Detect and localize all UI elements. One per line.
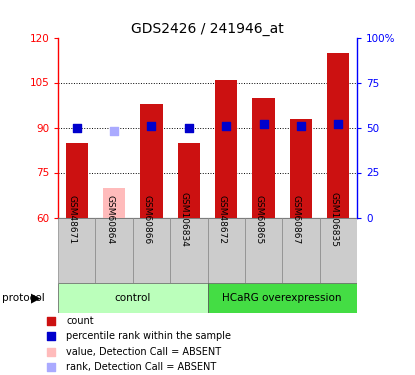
Bar: [290, 118, 312, 218]
Bar: [95, 217, 133, 283]
Point: [48, 333, 54, 339]
Title: GDS2426 / 241946_at: GDS2426 / 241946_at: [131, 22, 284, 36]
Bar: [208, 217, 245, 283]
Bar: [282, 217, 320, 283]
Text: HCaRG overexpression: HCaRG overexpression: [222, 293, 342, 303]
Text: GSM60865: GSM60865: [254, 195, 264, 244]
Text: GSM60864: GSM60864: [105, 195, 114, 244]
Text: GSM106835: GSM106835: [329, 192, 338, 247]
Point: [48, 318, 54, 324]
Point: [298, 123, 304, 129]
Point: [148, 123, 155, 129]
Point: [48, 364, 54, 370]
Bar: [170, 217, 208, 283]
Bar: [208, 283, 357, 313]
Text: GSM106834: GSM106834: [180, 192, 189, 247]
Point: [73, 124, 80, 130]
Text: protocol: protocol: [2, 293, 45, 303]
Text: GSM48671: GSM48671: [68, 195, 77, 244]
Bar: [215, 80, 237, 218]
Point: [335, 121, 342, 127]
Point: [186, 124, 192, 130]
Bar: [245, 217, 282, 283]
Text: GSM60867: GSM60867: [292, 195, 301, 244]
Point: [48, 349, 54, 355]
Bar: [58, 217, 95, 283]
Text: rank, Detection Call = ABSENT: rank, Detection Call = ABSENT: [66, 362, 217, 372]
Bar: [140, 104, 163, 218]
Text: count: count: [66, 316, 94, 326]
Text: percentile rank within the sample: percentile rank within the sample: [66, 332, 231, 341]
Bar: [327, 53, 349, 217]
Bar: [133, 217, 170, 283]
Text: GSM60866: GSM60866: [142, 195, 151, 244]
Text: GSM48672: GSM48672: [217, 195, 226, 244]
Text: value, Detection Call = ABSENT: value, Detection Call = ABSENT: [66, 347, 221, 357]
Point: [260, 121, 267, 127]
Bar: [252, 98, 275, 218]
Point: [111, 128, 117, 134]
Bar: [103, 188, 125, 218]
Text: control: control: [115, 293, 151, 303]
Bar: [66, 142, 88, 218]
Point: [223, 123, 229, 129]
Bar: [320, 217, 357, 283]
Text: ▶: ▶: [31, 292, 41, 304]
Bar: [178, 142, 200, 218]
Bar: [58, 283, 208, 313]
